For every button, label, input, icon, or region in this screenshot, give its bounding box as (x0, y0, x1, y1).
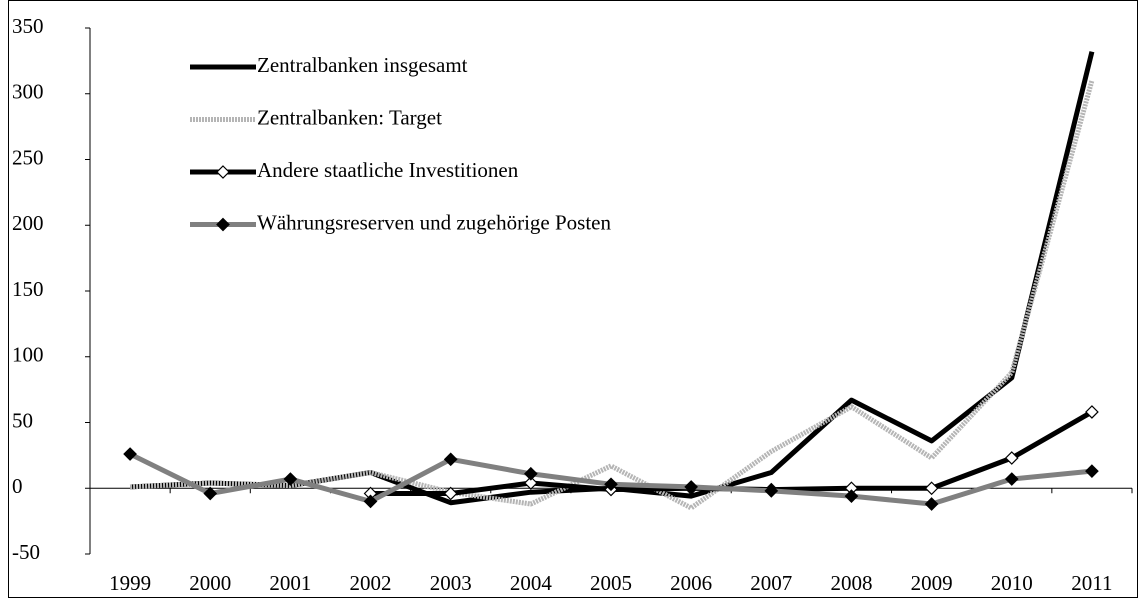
x-tick-label: 2000 (189, 571, 231, 595)
point-marker (844, 489, 859, 503)
legend-label: Zentralbanken insgesamt (257, 53, 468, 77)
x-tick-label: 2008 (830, 571, 872, 595)
legend-label: Andere staatliche Investitionen (257, 158, 519, 182)
y-tick-label: 300 (12, 80, 44, 104)
point-marker (443, 486, 458, 501)
x-tick-label: 2005 (590, 571, 632, 595)
x-tick-label: 2006 (670, 571, 712, 595)
point-marker (1085, 464, 1099, 479)
y-tick-label: 50 (12, 408, 33, 432)
point-marker (523, 476, 538, 490)
point-marker (1004, 451, 1019, 465)
point-marker (523, 466, 538, 481)
y-tick-label: 150 (12, 277, 44, 301)
x-tick-label: 2001 (269, 571, 311, 595)
x-tick-label: 2002 (350, 571, 392, 595)
point-marker (283, 472, 298, 486)
y-tick-label: -50 (12, 540, 40, 564)
point-marker (764, 484, 779, 498)
point-marker (684, 480, 699, 494)
legend-marker (216, 165, 230, 179)
x-tick-label: 2010 (991, 571, 1033, 595)
legend-label: Zentralbanken: Target (257, 105, 442, 129)
x-tick-label: 1999 (109, 571, 151, 595)
y-tick-label: 350 (12, 14, 44, 38)
y-tick-label: 100 (12, 343, 44, 367)
point-marker (123, 447, 137, 461)
y-tick-label: 200 (12, 211, 44, 235)
legend-label: Währungsreserven und zugehörige Posten (257, 210, 611, 234)
point-marker (363, 494, 378, 509)
point-marker (924, 497, 939, 511)
x-tick-label: 2011 (1071, 571, 1112, 595)
x-tick-label: 2009 (911, 571, 953, 595)
chart-border (8, 0, 1138, 598)
x-tick-label: 2003 (430, 571, 472, 595)
point-marker (1085, 405, 1099, 419)
x-tick-label: 2007 (750, 571, 792, 595)
point-marker (604, 477, 618, 492)
x-tick-label: 2004 (510, 571, 553, 595)
legend-marker (216, 217, 230, 232)
y-tick-label: 250 (12, 145, 44, 169)
point-marker (1004, 472, 1019, 486)
y-tick-label: 0 (12, 474, 23, 498)
point-marker (924, 481, 939, 496)
point-marker (203, 486, 218, 501)
point-marker (443, 452, 458, 467)
